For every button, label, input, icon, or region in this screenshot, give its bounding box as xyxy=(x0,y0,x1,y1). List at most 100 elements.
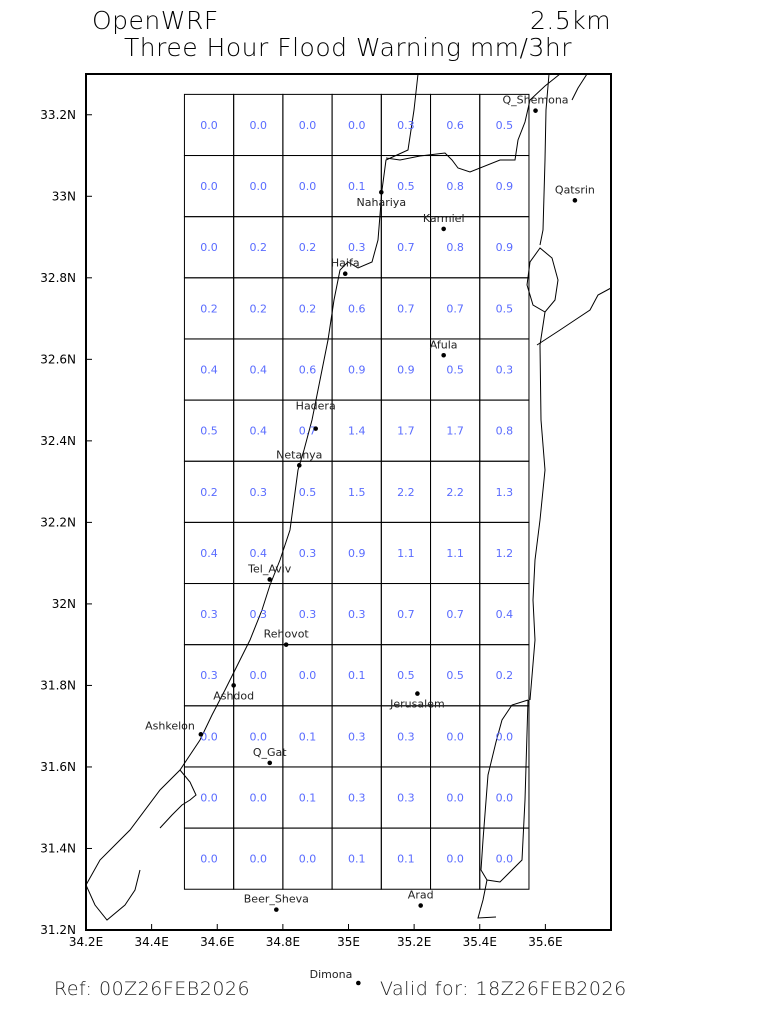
grid-value: 0.0 xyxy=(200,853,218,866)
grid-value: 0.4 xyxy=(200,547,218,560)
grid-value: 0.0 xyxy=(200,792,218,805)
grid-value: 0.4 xyxy=(496,608,514,621)
grid-value: 0.5 xyxy=(397,669,415,682)
grid-value: 0.0 xyxy=(496,730,514,743)
city-dot-icon xyxy=(267,760,273,766)
valid-time: Valid for: 18Z26FEB2026 xyxy=(380,978,627,1000)
grid-value: 0.2 xyxy=(250,302,268,315)
city-dot-icon xyxy=(572,198,578,203)
grid-value: 0.7 xyxy=(397,241,415,254)
city-label: Afula xyxy=(430,338,458,351)
city-label: Beer_Sheva xyxy=(244,893,309,906)
grid-value: 0.9 xyxy=(348,364,366,377)
city-dot-icon xyxy=(198,732,204,737)
grid-value: 0.0 xyxy=(250,119,268,132)
grid-value: 1.4 xyxy=(348,425,366,438)
grid-value: 2.2 xyxy=(446,486,464,499)
city-label: Rehovot xyxy=(264,628,310,641)
grid-value: 0.3 xyxy=(348,241,366,254)
grid-value: 0.5 xyxy=(496,302,514,315)
x-tick-label: 34.6E xyxy=(200,935,234,949)
grid-value: 0.1 xyxy=(299,792,317,805)
y-tick-label: 33.2N xyxy=(40,108,76,122)
city-dot-icon xyxy=(267,577,273,582)
grid-value: 0.0 xyxy=(200,119,218,132)
y-tick-label: 31.6N xyxy=(40,760,76,774)
grid-value: 0.0 xyxy=(299,180,317,193)
jordan-river xyxy=(529,311,546,701)
grid-value: 0.3 xyxy=(397,730,415,743)
grid-value: 0.6 xyxy=(446,119,464,132)
y-tick-label: 31.4N xyxy=(40,841,76,855)
grid-value: 0.4 xyxy=(250,364,268,377)
grid-value: 0.4 xyxy=(250,547,268,560)
city-label: Qatsrin xyxy=(555,183,595,196)
grid-value: 0.0 xyxy=(446,853,464,866)
grid-value: 1.3 xyxy=(496,486,514,499)
grid-value: 0.2 xyxy=(200,302,218,315)
grid-value: 0.4 xyxy=(200,364,218,377)
grid-value: 0.5 xyxy=(397,180,415,193)
city-label: Karmiel xyxy=(423,212,465,225)
grid-value: 0.8 xyxy=(496,425,514,438)
egypt-border xyxy=(85,869,141,921)
grid-value: 0.1 xyxy=(348,853,366,866)
grid-value: 0.2 xyxy=(250,241,268,254)
city-dot-icon xyxy=(283,642,289,647)
grid-value: 0.0 xyxy=(250,792,268,805)
grid-value: 0.1 xyxy=(348,669,366,682)
grid-value: 0.0 xyxy=(250,180,268,193)
grid-value: 0.0 xyxy=(446,730,464,743)
grid-value: 1.7 xyxy=(446,425,464,438)
city-label: Ashkelon xyxy=(145,719,195,732)
city-label: Nahariya xyxy=(357,196,407,209)
grid-value: 0.2 xyxy=(200,486,218,499)
axis-ticks: 34.2E 34.4E 34.6E 34.8E 35E 35.2E 35.4E 35.6E 31… xyxy=(40,108,562,949)
grid-value: 0.0 xyxy=(250,669,268,682)
grid-value: 0.0 xyxy=(299,119,317,132)
grid-value: 1.2 xyxy=(496,547,514,560)
city-dot-icon xyxy=(231,683,236,688)
city-dot-icon xyxy=(441,352,446,358)
grid-value: 0.0 xyxy=(446,792,464,805)
x-tick-label: 34.4E xyxy=(134,935,168,949)
grid-value: 0.8 xyxy=(446,241,464,254)
city-dot-icon xyxy=(418,903,423,908)
grid-value: 0.5 xyxy=(200,425,218,438)
jordan-river-north xyxy=(539,73,550,246)
x-tick-label: 35.2E xyxy=(397,935,431,949)
grid-value: 0.9 xyxy=(496,241,514,254)
grid-cell xyxy=(479,827,530,890)
city-label: Haifa xyxy=(331,257,360,270)
grid-value: 0.0 xyxy=(348,119,366,132)
city-dot-icon xyxy=(313,426,318,431)
grid-value: 0.3 xyxy=(397,792,415,805)
grid-value: 0.5 xyxy=(446,669,464,682)
grid-value: 0.0 xyxy=(496,853,514,866)
grid-value: 1.5 xyxy=(348,486,366,499)
grid-value: 0.0 xyxy=(200,180,218,193)
chart-title: Three Hour Flood Warning mm/3hr xyxy=(124,33,572,62)
grid-value: 0.1 xyxy=(299,730,317,743)
city-dot-icon xyxy=(441,226,446,232)
grid-value: 0.3 xyxy=(250,486,268,499)
grid-value: 0.0 xyxy=(250,730,268,743)
grid-value: 0.7 xyxy=(397,302,415,315)
grid-value: 0.9 xyxy=(397,364,415,377)
grid-value: 0.3 xyxy=(348,730,366,743)
grid-value: 0.6 xyxy=(299,364,317,377)
grid-value: 0.3 xyxy=(496,364,514,377)
dead-sea xyxy=(480,699,529,883)
grid-value: 0.4 xyxy=(250,425,268,438)
city-dot-icon xyxy=(342,271,348,277)
x-tick-label: 34.2E xyxy=(69,935,103,949)
grid-value: 1.7 xyxy=(397,425,415,438)
y-tick-label: 32.4N xyxy=(40,434,76,448)
grid-value: 1.1 xyxy=(397,547,415,560)
grid-value: 0.2 xyxy=(299,241,317,254)
x-tick-label: 35E xyxy=(337,935,360,949)
grid-value: 0.3 xyxy=(348,608,366,621)
city-label: Hadera xyxy=(296,400,336,413)
grid-value: 0.1 xyxy=(397,853,415,866)
grid-value: 2.2 xyxy=(397,486,415,499)
